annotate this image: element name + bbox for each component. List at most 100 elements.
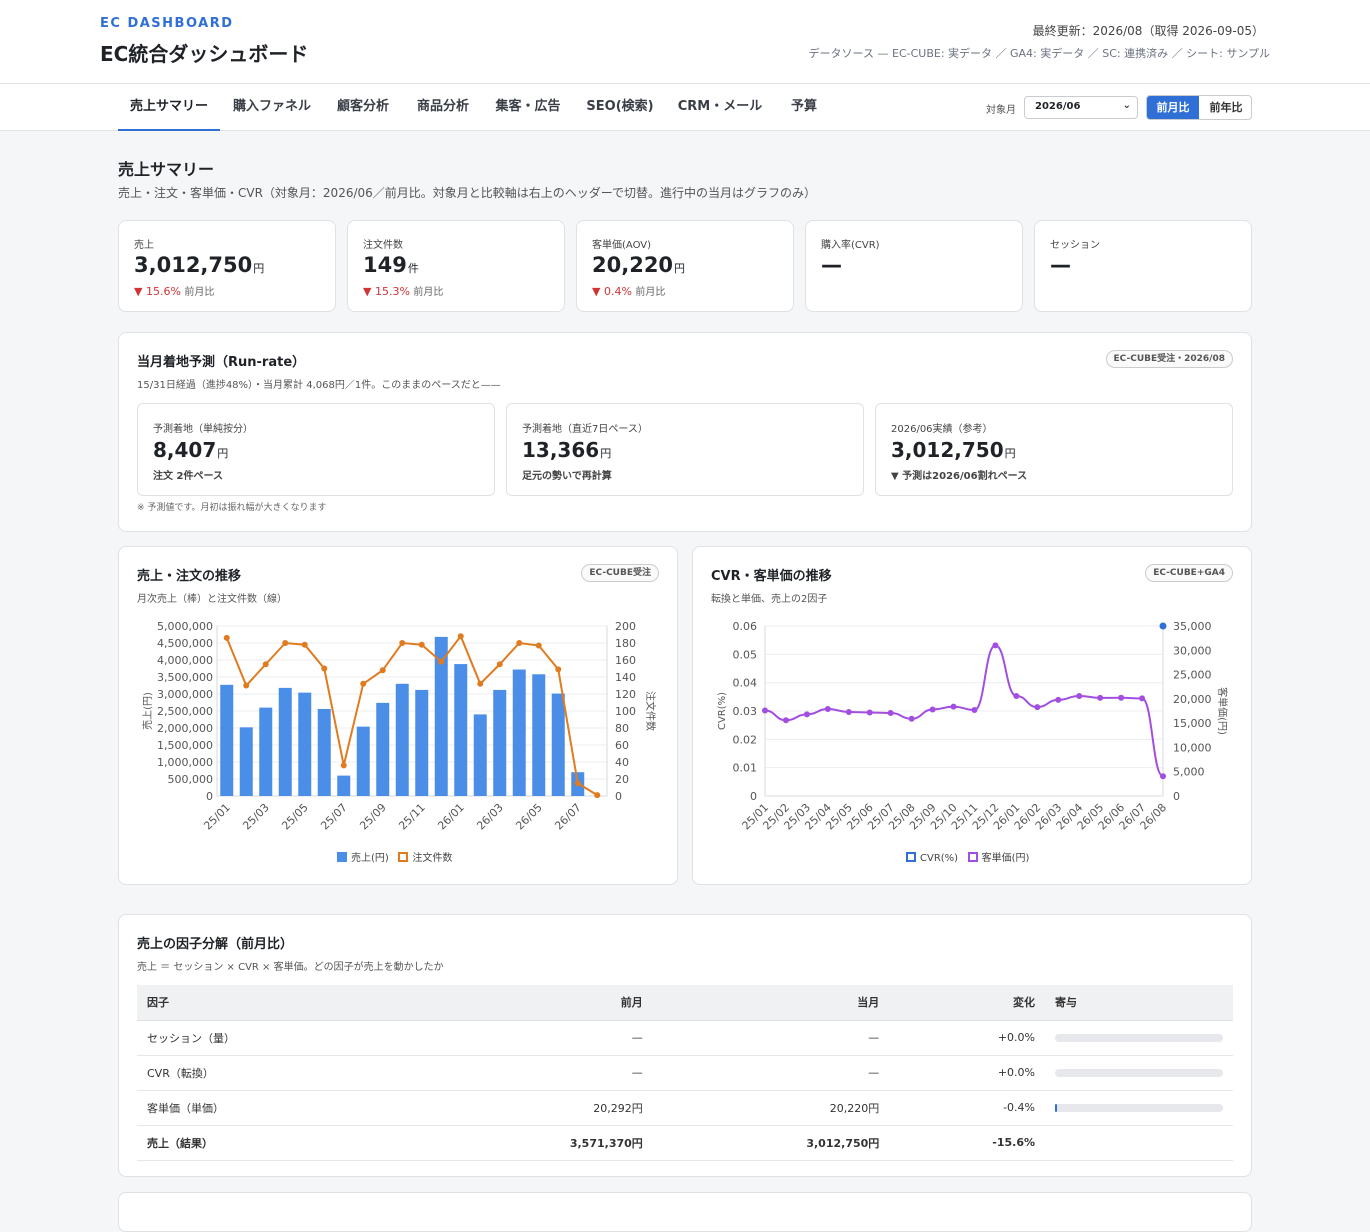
- y-right-tick-label: 180: [615, 637, 636, 650]
- tab-crm-mail[interactable]: CRM・メール: [677, 99, 763, 114]
- x-tick-label: 25/11: [396, 801, 428, 833]
- sales-bar: [356, 726, 370, 796]
- x-tick-label: 25/01: [201, 801, 233, 833]
- y-right-tick-label: 40: [615, 756, 629, 769]
- tab-customer-analysis[interactable]: 顧客分析: [336, 99, 389, 114]
- prev-value: —: [336, 1020, 653, 1056]
- legend-swatch-cvr: [906, 852, 916, 862]
- sales-orders-chart-card: 売上・注文の推移 EC-CUBE受注 月次売上（棒）と注文件数（線） 0 500,…: [118, 546, 678, 885]
- column-header: 変化: [889, 985, 1045, 1021]
- chart-source-badge: EC-CUBE受注: [581, 564, 659, 582]
- forecast-value: 13,366円: [522, 438, 612, 462]
- factor-name: 客単価（単価）: [137, 1090, 337, 1126]
- change-value: -15.6%: [889, 1125, 1045, 1161]
- column-header: 前月: [336, 985, 653, 1021]
- sales-bar: [551, 693, 565, 796]
- orders-point: [262, 661, 269, 668]
- column-header: 当月: [652, 985, 890, 1021]
- y-right-tick-label: 20: [615, 773, 629, 786]
- tab-acquisition-ads[interactable]: 集客・広告: [495, 99, 561, 114]
- kpi-label: 売上: [134, 240, 154, 251]
- aov-point: [845, 708, 852, 715]
- y-left-tick-label: 0.02: [733, 733, 758, 746]
- table-row: 客単価（単価） 20,292円 20,220円 -0.4%: [137, 1090, 1233, 1126]
- tab-budget[interactable]: 予算: [790, 99, 817, 114]
- forecast-note: 足元の勢いで再計算: [522, 471, 612, 482]
- sales-bar: [259, 707, 273, 796]
- orders-line: [225, 634, 598, 797]
- sales-bar: [278, 687, 292, 796]
- y-right-tick-label: 0: [615, 790, 622, 803]
- forecast-card-recent7: 予測着地（直近7日ペース） 13,366円 足元の勢いで再計算: [506, 403, 864, 496]
- chart-title: CVR・客単価の推移: [711, 569, 832, 584]
- sales-bar: [415, 689, 429, 796]
- change-value: +0.0%: [889, 1055, 1045, 1091]
- chart-legend: 売上(円) 注文件数: [337, 849, 452, 864]
- legend-label: 注文件数: [412, 853, 453, 864]
- aov-point: [908, 715, 915, 722]
- tab-purchase-funnel[interactable]: 購入ファネル: [232, 99, 311, 114]
- orders-point: [477, 680, 484, 687]
- tab-sales-summary[interactable]: 売上サマリー: [118, 84, 220, 131]
- forecast-card-simple: 予測着地（単純按分） 8,407円 注文 2件ペース: [137, 403, 495, 496]
- last-updated: 最終更新：2026/08（取得 2026-09-05）: [1032, 24, 1264, 38]
- sales-bar: [454, 664, 468, 796]
- forecast-card-reference: 2026/06実績（参考） 3,012,750円 ▼ 予測は2026/06割れペ…: [875, 403, 1233, 496]
- sales-bar: [239, 727, 253, 796]
- x-tick-label: 25/03: [240, 801, 272, 833]
- y-right-tick-label: 0: [1173, 790, 1180, 803]
- compare-mom-button[interactable]: 前月比: [1147, 96, 1199, 119]
- y-left-tick-label: 0: [206, 790, 213, 803]
- contribution-cell: [1045, 1055, 1233, 1091]
- change-value: +0.0%: [889, 1020, 1045, 1056]
- y-left-tick-label: 0.05: [733, 648, 758, 661]
- tab-seo[interactable]: SEO(検索): [586, 99, 654, 114]
- forecast-description: 15/31日経過（進捗48%）・当月累計 4,068円／1件。このままのペースだ…: [137, 380, 501, 391]
- chevron-down-icon: ⌄: [1122, 100, 1131, 111]
- compare-yoy-button[interactable]: 前年比: [1209, 101, 1243, 114]
- contribution-cell: [1045, 1020, 1233, 1056]
- tab-product-analysis[interactable]: 商品分析: [416, 99, 469, 114]
- orders-point: [321, 665, 328, 672]
- y-left-tick-label: 0.01: [733, 762, 758, 775]
- chart-source-badge: EC-CUBE+GA4: [1145, 564, 1233, 582]
- forecast-label: 2026/06実績（参考）: [891, 424, 993, 435]
- y-right-tick-label: 35,000: [1173, 620, 1212, 633]
- aov-point: [1013, 692, 1020, 699]
- orders-point: [301, 641, 308, 648]
- factor-decomposition-panel: 売上の因子分解（前月比） 売上 ＝ セッション × CVR × 客単価。どの因子…: [118, 914, 1252, 1177]
- curr-value: —: [652, 1020, 890, 1056]
- legend-label: 売上(円): [351, 853, 389, 864]
- y-right-tick-label: 140: [615, 671, 636, 684]
- x-tick-label: 25/05: [279, 801, 311, 833]
- orders-point: [282, 640, 289, 646]
- y-left-tick-label: 3,500,000: [157, 671, 213, 684]
- aov-point: [1076, 692, 1083, 699]
- x-tick-label: 26/03: [474, 801, 506, 833]
- y-right-tick-label: 30,000: [1173, 644, 1212, 657]
- y-left-axis-title: CVR(%): [717, 692, 728, 730]
- cvr-aov-chart: 0 0.01 0.02 0.03 0.04 0.05 0.06 0 5,000 10,000 15,…: [717, 620, 1229, 833]
- legend-label: CVR(%): [920, 853, 959, 864]
- y-left-tick-label: 2,500,000: [157, 705, 213, 718]
- y-right-tick-label: 15,000: [1173, 717, 1212, 730]
- y-right-tick-label: 120: [615, 688, 636, 701]
- y-right-tick-label: 200: [615, 620, 636, 633]
- y-left-tick-label: 0: [750, 790, 757, 803]
- kpi-card-orders: 注文件数 149件 ▼ 15.3% 前月比: [347, 220, 565, 312]
- forecast-label: 予測着地（単純按分）: [153, 424, 253, 435]
- kpi-value: 3,012,750円: [134, 253, 265, 277]
- x-tick-label: 26/05: [513, 801, 545, 833]
- target-month-select[interactable]: 2026/06 ⌄: [1024, 96, 1138, 119]
- cvr-aov-chart-card: CVR・客単価の推移 EC-CUBE+GA4 転換と単価、売上の2因子 0 0.0…: [692, 546, 1252, 885]
- forecast-footnote: ※ 予測値です。月初は振れ幅が大きくなります: [137, 503, 327, 513]
- chart-legend: CVR(%) 客単価(円): [906, 849, 1029, 864]
- kpi-value: 20,220円: [592, 253, 686, 277]
- y-right-tick-label: 25,000: [1173, 669, 1212, 682]
- aov-point: [782, 717, 789, 724]
- column-header: 因子: [137, 985, 337, 1021]
- factors-table: 因子 前月 当月 変化 寄与 セッション（量） — — +0.0% CVR（転換…: [137, 985, 1233, 1161]
- curr-value: —: [652, 1055, 890, 1091]
- orders-point: [535, 642, 542, 649]
- column-header: 寄与: [1045, 985, 1233, 1021]
